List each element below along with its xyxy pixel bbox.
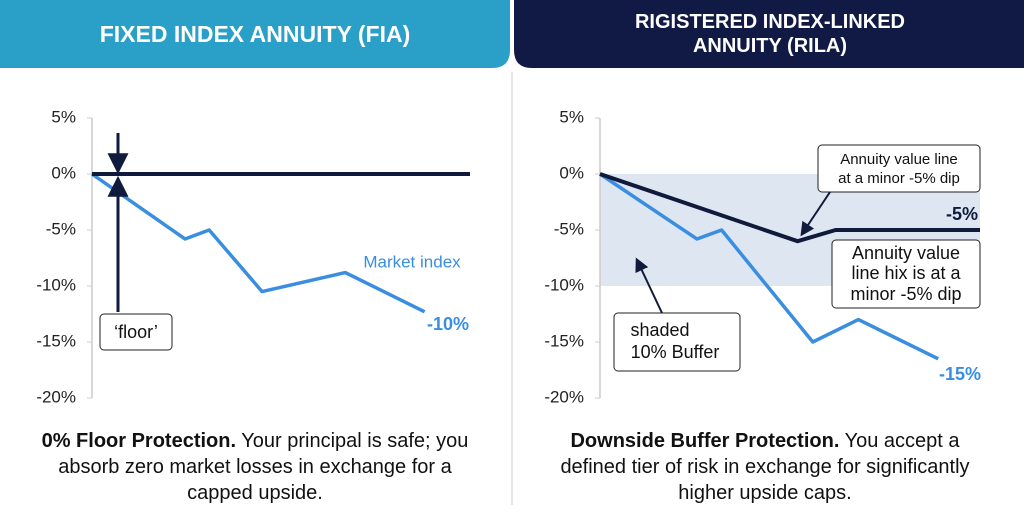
- series-line: [599, 172, 939, 361]
- annotation: Annuity value: [852, 243, 960, 263]
- annotation: 10% Buffer: [631, 342, 720, 362]
- header-title: RIGISTERED INDEX-LINKED ANNUITY (RILA): [634, 11, 906, 57]
- annotation: -5%: [946, 204, 978, 224]
- header-title: FIXED INDEX ANNUITY (FIA): [99, 20, 411, 47]
- caption-text: Your principal is safe; you absorb zero …: [58, 430, 469, 504]
- y-tick-label: 5%: [559, 107, 584, 126]
- annotation: ‘floor’: [114, 322, 158, 342]
- y-tick-label: -5%: [554, 219, 584, 238]
- annotation: at a minor -5% dip: [838, 170, 960, 187]
- callout-box: [99, 313, 173, 351]
- y-tick-label: -10%: [544, 275, 584, 294]
- callout-pointer: [800, 191, 831, 237]
- caption: Downside Buffer Protection. You accept a…: [545, 428, 985, 506]
- y-tick-label: 5%: [51, 107, 76, 126]
- callout-box: [831, 239, 981, 309]
- annotation: line hix is at a: [851, 263, 961, 283]
- callout-box: [817, 144, 981, 193]
- caption-bold: Downside Buffer Protection.: [570, 430, 840, 452]
- caption: 0% Floor Protection. Your principal is s…: [35, 428, 475, 506]
- y-tick-label: 0%: [559, 163, 584, 182]
- annotation: -10%: [427, 314, 469, 334]
- annotation: -15%: [939, 364, 981, 384]
- header-bg: [0, 0, 510, 68]
- annotation: minor -5% dip: [850, 284, 961, 304]
- y-tick-label: -10%: [36, 275, 76, 294]
- annotation: shaded: [630, 320, 689, 340]
- y-tick-label: -15%: [36, 331, 76, 350]
- callout-pointer: [635, 257, 663, 314]
- callout-box: [613, 312, 741, 372]
- y-tick-label: -20%: [544, 387, 584, 406]
- header-bg: [514, 0, 1024, 68]
- y-tick-label: -5%: [46, 219, 76, 238]
- y-tick-label: 0%: [51, 163, 76, 182]
- legend-label: Market index: [363, 252, 461, 271]
- y-tick-label: -20%: [36, 387, 76, 406]
- annotation: Annuity value line: [840, 151, 958, 168]
- caption-text: You accept a defined tier of risk in exc…: [560, 430, 970, 504]
- y-tick-label: -15%: [544, 331, 584, 350]
- series-line: [90, 172, 426, 314]
- caption-bold: 0% Floor Protection.: [41, 430, 237, 452]
- series-line: [599, 172, 980, 244]
